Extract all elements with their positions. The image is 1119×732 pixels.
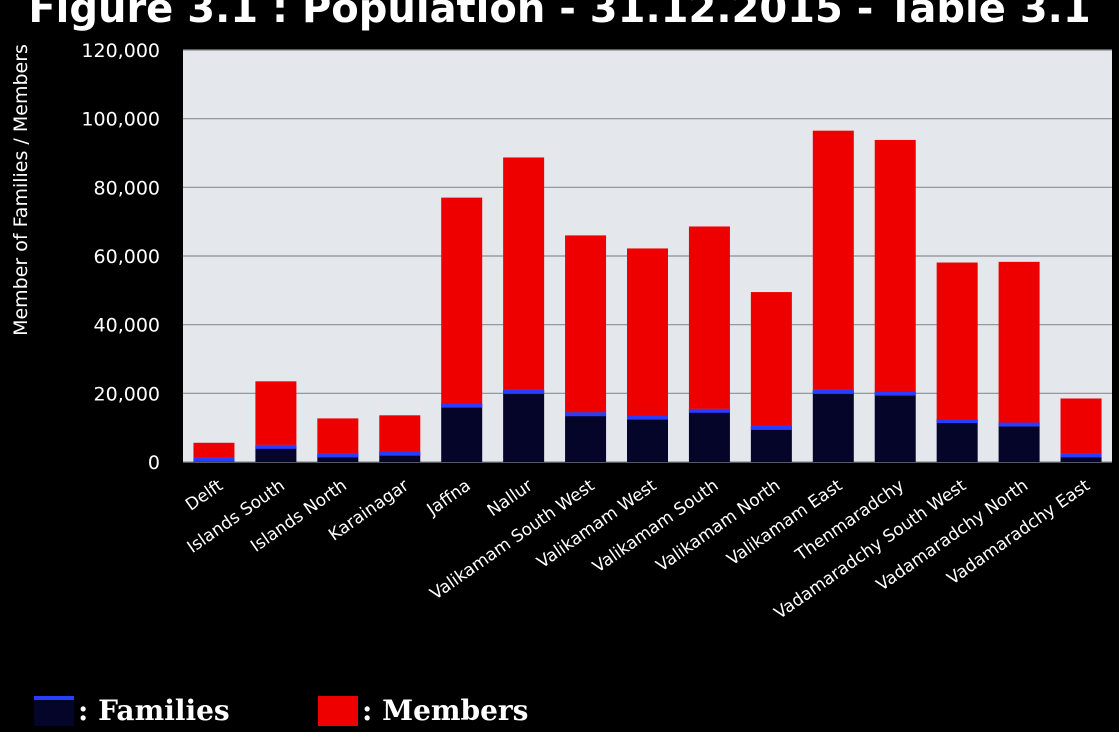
- chart-title: Figure 3.1 : Population - 31.12.2015 - T…: [28, 0, 1091, 32]
- bar-families-cap: [688, 408, 730, 413]
- bar-families-cap: [627, 415, 668, 420]
- bar-members: [688, 226, 730, 409]
- bar-families: [874, 391, 916, 462]
- bar-families: [379, 451, 421, 462]
- bar-families: [812, 389, 854, 462]
- bar-families: [565, 412, 607, 462]
- bar-families-cap: [503, 389, 545, 394]
- legend-item-members: : Members: [318, 694, 528, 727]
- bar-families: [998, 422, 1040, 462]
- bar-families: [627, 415, 668, 462]
- bar-families: [503, 389, 545, 462]
- legend-label-families: : Families: [78, 694, 230, 727]
- y-tick-label: 80,000: [94, 177, 160, 199]
- x-tick-label: Delft: [182, 476, 227, 516]
- y-tick-label: 0: [148, 452, 160, 474]
- y-tick-label: 60,000: [94, 246, 160, 268]
- bar-families: [750, 425, 792, 462]
- y-tick-label: 120,000: [81, 40, 160, 62]
- bar-families-cap: [936, 419, 978, 424]
- bar-families-cap: [750, 425, 792, 430]
- bar-families: [936, 419, 978, 462]
- bar-members: [193, 442, 235, 458]
- bar-members: [627, 248, 668, 416]
- x-tick-label: Nallur: [484, 476, 537, 521]
- x-tick-label: Jaffna: [423, 476, 475, 521]
- bar-members: [874, 139, 916, 392]
- bar-members: [503, 157, 545, 390]
- bar-members: [936, 262, 978, 420]
- families-swatch: [34, 695, 74, 726]
- bar-families-cap: [565, 412, 607, 417]
- bar-members: [750, 292, 792, 426]
- bar-members: [441, 197, 483, 404]
- bar-members: [812, 130, 854, 390]
- y-tick-label: 100,000: [81, 109, 160, 131]
- bar-members: [255, 381, 297, 445]
- members-swatch: [318, 695, 358, 726]
- y-axis-label: Member of Families / Members: [10, 44, 32, 336]
- bar-families-cap: [255, 444, 297, 449]
- bar-members: [1060, 398, 1102, 454]
- bar-families: [441, 403, 483, 462]
- bar-families-cap: [441, 403, 483, 408]
- bar-families: [1060, 453, 1102, 462]
- bar-families-cap: [874, 391, 916, 396]
- bar-families: [317, 453, 359, 462]
- bar-families: [688, 408, 730, 462]
- bar-members: [379, 415, 421, 452]
- bar-members: [317, 418, 359, 454]
- bar-families-cap: [379, 451, 421, 456]
- bar-families-cap: [193, 457, 235, 462]
- legend-item-families: : Families: [34, 694, 230, 727]
- bar-families-cap: [1060, 453, 1102, 458]
- bar-families: [255, 444, 297, 462]
- legend-label-members: : Members: [362, 694, 529, 727]
- bar-members: [565, 235, 607, 413]
- bar-members: [998, 261, 1040, 423]
- bar-families-cap: [317, 453, 359, 458]
- bar-families-cap: [812, 389, 854, 394]
- y-tick-label: 20,000: [94, 383, 160, 405]
- y-tick-label: 40,000: [94, 315, 160, 337]
- bar-families-cap: [998, 422, 1040, 427]
